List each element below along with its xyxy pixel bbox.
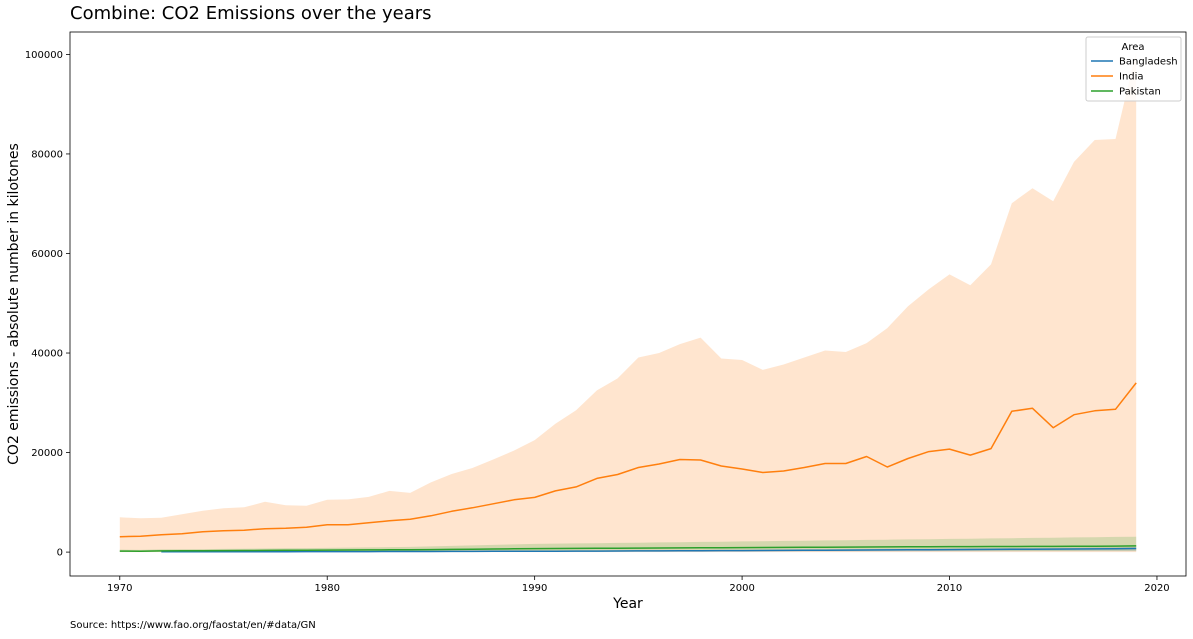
source-note: Source: https://www.fao.org/faostat/en/#… bbox=[70, 620, 316, 631]
legend-label-pakistan: Pakistan bbox=[1119, 87, 1161, 98]
confidence-bands bbox=[119, 51, 1137, 553]
plot-area bbox=[70, 32, 1186, 576]
y-tick-label: 80000 bbox=[31, 149, 63, 160]
x-tick-label: 1970 bbox=[107, 583, 132, 594]
x-axis-label: Year bbox=[612, 596, 643, 612]
series-line-india bbox=[119, 382, 1137, 538]
y-axis-label: CO2 emissions - absolute number in kilot… bbox=[6, 143, 22, 465]
legend-title: Area bbox=[1121, 42, 1144, 53]
series-lines bbox=[119, 382, 1137, 553]
y-tick-label: 20000 bbox=[31, 448, 63, 459]
x-tick-label: 2020 bbox=[1144, 583, 1169, 594]
legend-frame bbox=[1085, 36, 1182, 102]
x-tick-label: 2000 bbox=[729, 583, 754, 594]
y-tick-label: 100000 bbox=[25, 50, 63, 61]
x-tick-label: 2010 bbox=[937, 583, 962, 594]
series-line-bangladesh bbox=[161, 547, 1137, 553]
x-tick-label: 1980 bbox=[314, 583, 339, 594]
y-tick-label: 60000 bbox=[31, 249, 63, 260]
legend-label-bangladesh: Bangladesh bbox=[1119, 57, 1178, 68]
y-tick-label: 0 bbox=[57, 548, 63, 559]
band-bangladesh bbox=[161, 546, 1137, 552]
chart-title: Combine: CO2 Emissions over the years bbox=[70, 3, 432, 24]
axes-frame bbox=[69, 31, 1187, 577]
legend: Area Bangladesh India Pakistan bbox=[1085, 36, 1182, 102]
series-line-pakistan bbox=[119, 545, 1137, 552]
legend-label-india: India bbox=[1119, 72, 1144, 83]
band-india bbox=[119, 51, 1137, 553]
axes: 1970 1980 1990 2000 2010 2020 0 20000 40000 60000… bbox=[25, 31, 1187, 594]
x-tick-label: 1990 bbox=[522, 583, 547, 594]
y-tick-label: 40000 bbox=[31, 349, 63, 360]
band-pakistan bbox=[119, 536, 1137, 552]
